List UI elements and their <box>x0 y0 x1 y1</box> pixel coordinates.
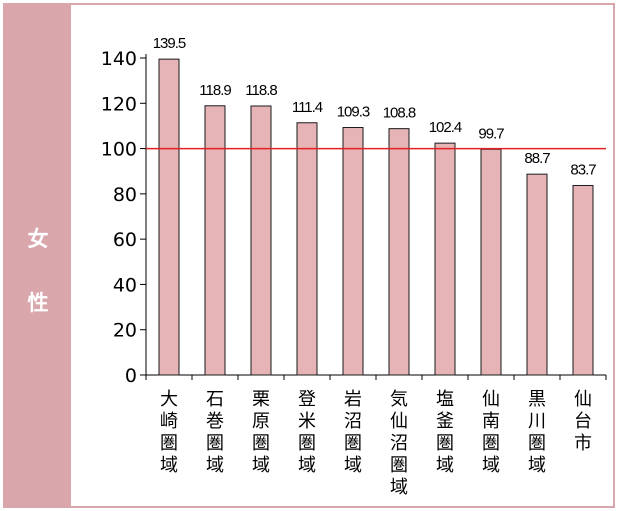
data-label-2: 118.8 <box>245 82 277 99</box>
y-tick-label-7: 140 <box>101 48 137 70</box>
chart-frame: 女 性 <box>3 3 615 508</box>
data-label-3: 111.4 <box>292 99 323 116</box>
data-label-0: 139.5 <box>153 35 186 52</box>
y-tick-label-4: 80 <box>113 184 137 206</box>
bar-8 <box>526 173 548 376</box>
y-tick-label-2: 40 <box>113 274 137 296</box>
data-label-9: 83.7 <box>570 161 596 178</box>
category-label-1: 石巻圏域 <box>206 389 224 476</box>
data-label-8: 88.7 <box>524 150 550 167</box>
y-tick-label-0: 0 <box>125 365 137 387</box>
bar-1 <box>204 105 226 376</box>
data-label-5: 108.8 <box>383 105 416 122</box>
bar-4 <box>342 127 364 376</box>
y-tick-label-6: 120 <box>101 93 137 115</box>
y-tick-label-3: 60 <box>113 229 137 251</box>
category-label-0: 大崎圏域 <box>160 389 178 476</box>
side-label-band: 女 性 <box>5 5 71 506</box>
y-tick-label-1: 20 <box>113 320 137 342</box>
category-label-7: 仙南圏域 <box>482 389 500 476</box>
y-tick-label-5: 100 <box>101 139 137 161</box>
bar-2 <box>250 105 272 376</box>
bar-5 <box>388 128 410 376</box>
bar-0 <box>158 58 180 376</box>
data-label-6: 102.4 <box>429 119 462 136</box>
bar-6 <box>434 142 456 376</box>
category-label-6: 塩釜圏域 <box>436 389 454 476</box>
category-label-3: 登米圏域 <box>298 389 316 476</box>
category-label-2: 栗原圏域 <box>252 389 270 476</box>
category-label-4: 岩沼圏域 <box>344 389 362 476</box>
category-label-5: 気仙沼圏域 <box>390 389 408 498</box>
side-label-char-2: 性 <box>27 291 49 315</box>
category-label-8: 黒川圏域 <box>528 389 546 476</box>
category-label-9: 仙台市 <box>574 389 592 454</box>
side-label-char-1: 女 <box>27 227 49 251</box>
bar-3 <box>296 122 318 376</box>
bar-7 <box>480 148 502 376</box>
data-label-4: 109.3 <box>337 104 370 121</box>
data-label-1: 118.9 <box>199 82 231 99</box>
bar-9 <box>572 184 594 376</box>
data-label-7: 99.7 <box>478 125 504 142</box>
